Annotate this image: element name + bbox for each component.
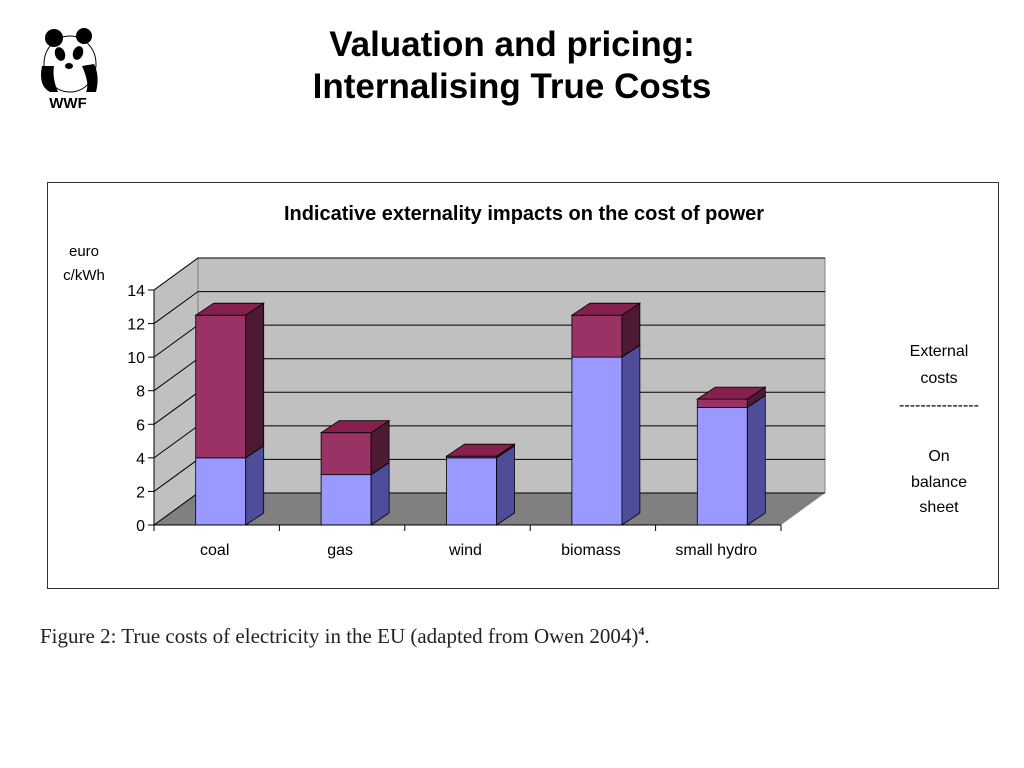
legend-external-line-1: External — [910, 343, 969, 360]
y-tick-label: 0 — [136, 518, 145, 535]
y-tick-label: 12 — [127, 317, 145, 334]
gridline — [153, 291, 825, 324]
chart-axes: coal gas wind biomass small hydro 0 2 4 6 8 10 12 14 — [127, 283, 782, 559]
caption-suffix: . — [644, 624, 650, 648]
title-line-2: Internalising True Costs — [312, 67, 712, 106]
legend-balance-line-2: balance — [911, 474, 967, 491]
bar-segment-on-balance — [320, 474, 372, 526]
bar-wind — [445, 443, 516, 526]
bar-side-on-balance — [746, 394, 766, 526]
bar-segment-on-balance — [446, 457, 497, 526]
y-tick-label: 6 — [136, 417, 145, 434]
x-tick-label: small hydro — [675, 542, 757, 559]
y-axis-label-line-2: c/kWh — [63, 267, 105, 284]
title-line-1: Valuation and pricing: — [329, 25, 695, 64]
bar-side-on-balance — [621, 344, 641, 526]
bar-chart: Indicative externality impacts on the co… — [63, 203, 979, 559]
caption-text: Figure 2: True costs of electricity in t… — [40, 624, 639, 648]
bar-segment-external — [195, 314, 247, 459]
logo-text: WWF — [49, 95, 86, 112]
chart-frame: Indicative externality impacts on the co… — [47, 182, 999, 589]
bar-segment-on-balance — [571, 356, 623, 526]
bar-small-hydro — [695, 386, 767, 526]
y-tick-label: 14 — [127, 283, 145, 300]
y-tick-label: 2 — [136, 484, 145, 501]
bar-side-on-balance — [245, 445, 265, 526]
chart-side-wall — [153, 257, 199, 526]
bar-side-on-balance — [496, 445, 515, 526]
x-tick-label: coal — [200, 542, 229, 559]
legend: External costs --------------- On balanc… — [899, 343, 979, 516]
bar-coal — [194, 302, 266, 526]
bar-segment-external — [571, 314, 623, 358]
bar-side-external — [245, 302, 265, 459]
wwf-logo: WWF — [36, 26, 100, 112]
bar-segment-external — [320, 432, 372, 476]
y-tick-label: 10 — [127, 350, 145, 367]
bar-top — [319, 420, 391, 434]
panda-icon: WWF — [41, 28, 98, 112]
x-tick-label: wind — [448, 542, 482, 559]
legend-balance-line-3: sheet — [919, 499, 959, 516]
y-tick-label: 4 — [136, 451, 145, 468]
bar-segment-on-balance — [696, 407, 748, 526]
figure-caption: Figure 2: True costs of electricity in t… — [40, 624, 650, 649]
bar-top — [570, 302, 642, 316]
y-tick-label: 8 — [136, 384, 145, 401]
x-tick-label: gas — [327, 542, 353, 559]
bar-segment-on-balance — [195, 457, 247, 526]
bar-gas — [319, 419, 391, 526]
caption-footnote: 4 — [638, 624, 645, 638]
legend-external-line-2: costs — [920, 370, 957, 387]
chart-title: Indicative externality impacts on the co… — [284, 203, 764, 225]
gridline — [153, 257, 825, 291]
legend-separator: --------------- — [899, 397, 979, 414]
chart-bars — [194, 302, 767, 526]
bar-top — [445, 443, 516, 457]
page-title: Valuation and pricing: Internalising Tru… — [200, 24, 824, 108]
legend-balance-line-1: On — [928, 448, 949, 465]
bar-top — [695, 386, 767, 400]
bar-top — [194, 302, 266, 316]
y-axis-label-line-1: euro — [69, 243, 99, 260]
x-tick-label: biomass — [561, 542, 621, 559]
bar-biomass — [570, 302, 642, 526]
bar-segment-external — [696, 398, 748, 408]
